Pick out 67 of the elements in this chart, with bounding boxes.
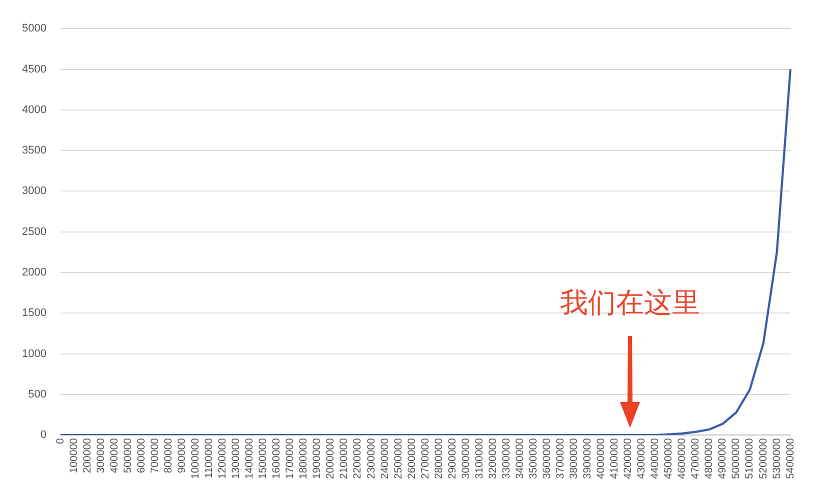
y-tick-label: 500 xyxy=(28,388,46,400)
x-tick-label: 3400000 xyxy=(514,438,526,480)
x-tick-label: 3800000 xyxy=(568,438,580,480)
x-tick-label: 2700000 xyxy=(419,438,432,480)
x-tick-label: 5000000 xyxy=(730,438,742,480)
x-tick-label: 4900000 xyxy=(716,438,729,480)
x-tick-label: 5200000 xyxy=(757,438,770,480)
x-tick-label: 1900000 xyxy=(311,438,324,480)
x-tick-label: 5400000 xyxy=(784,438,796,480)
x-tick-label: 2400000 xyxy=(378,438,391,480)
x-tick-label: 0 xyxy=(54,438,66,444)
y-tick-label: 1000 xyxy=(22,348,46,360)
x-tick-label: 1400000 xyxy=(244,438,256,480)
x-tick-label: 3300000 xyxy=(500,438,512,480)
y-tick-label: 0 xyxy=(40,429,46,442)
x-tick-label: 1300000 xyxy=(230,438,242,480)
x-tick-label: 2600000 xyxy=(406,438,418,480)
x-tick-label: 2100000 xyxy=(338,438,350,480)
x-tick-label: 4000000 xyxy=(595,438,608,480)
x-tick-label: 5300000 xyxy=(770,438,783,480)
x-tick-label: 4200000 xyxy=(622,438,634,480)
x-tick-label: 1800000 xyxy=(298,438,310,480)
x-tick-label: 700000 xyxy=(148,438,161,474)
x-tick-label: 4800000 xyxy=(703,438,716,480)
y-tick-label: 5000 xyxy=(22,22,46,35)
x-tick-label: 1500000 xyxy=(257,438,270,480)
x-tick-label: 2900000 xyxy=(446,438,458,480)
x-tick-label: 3100000 xyxy=(473,438,486,480)
y-tick-label: 2500 xyxy=(22,226,46,238)
x-tick-label: 3600000 xyxy=(540,438,553,480)
x-tick-label: 2800000 xyxy=(432,438,445,480)
y-tick-label: 3500 xyxy=(22,144,46,157)
x-tick-label: 500000 xyxy=(122,438,134,474)
y-tick-label: 1500 xyxy=(22,307,46,320)
x-tick-label: 3700000 xyxy=(554,438,566,480)
x-tick-label: 1000000 xyxy=(190,438,202,480)
x-tick-label: 4600000 xyxy=(676,438,688,480)
x-tick-label: 1100000 xyxy=(203,438,216,478)
y-tick-label: 3000 xyxy=(22,185,46,198)
y-tick-label: 4000 xyxy=(22,104,46,116)
x-tick-label: 800000 xyxy=(162,438,174,474)
x-tick-label: 3200000 xyxy=(486,438,499,480)
x-tick-label: 3000000 xyxy=(460,438,472,480)
x-tick-label: 3900000 xyxy=(582,438,594,480)
x-tick-label: 4500000 xyxy=(662,438,675,480)
x-tick-label: 4400000 xyxy=(649,438,662,480)
x-tick-label: 600000 xyxy=(135,438,148,474)
y-tick-label: 2000 xyxy=(22,266,46,279)
x-tick-label: 2000000 xyxy=(324,438,337,480)
x-tick-label: 1200000 xyxy=(216,438,229,480)
x-tick-label: 900000 xyxy=(176,438,188,474)
x-tick-label: 1600000 xyxy=(270,438,283,480)
y-tick-label: 4500 xyxy=(22,63,46,76)
x-tick-label: 4700000 xyxy=(690,438,702,480)
x-tick-label: 400000 xyxy=(108,438,120,474)
annotation: 我们在这里 xyxy=(559,286,701,320)
x-tick-label: 1700000 xyxy=(284,438,296,480)
x-tick-label: 5100000 xyxy=(744,438,756,480)
x-tick-label: 4300000 xyxy=(636,438,648,480)
x-tick-label: 3500000 xyxy=(527,438,540,480)
x-tick-label: 2500000 xyxy=(392,438,404,480)
x-tick-label: 300000 xyxy=(94,438,107,474)
x-tick-label: 2200000 xyxy=(352,438,364,480)
x-tick-label: 2300000 xyxy=(365,438,378,480)
x-tick-label: 4100000 xyxy=(608,438,621,480)
x-tick-label: 200000 xyxy=(81,438,94,474)
x-tick-label: 100000 xyxy=(68,438,80,474)
